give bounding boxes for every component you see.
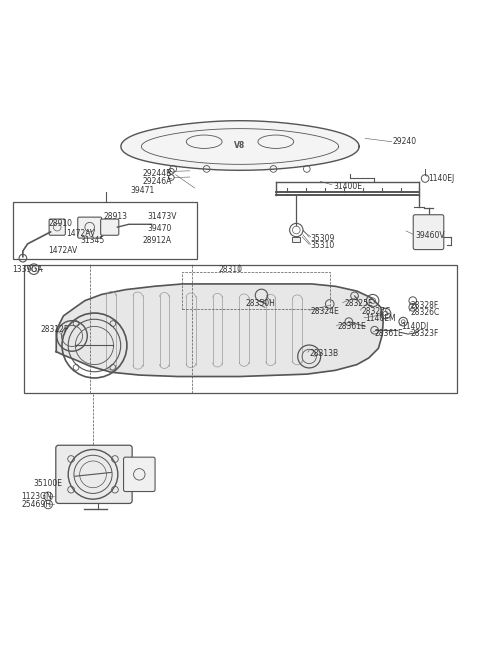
FancyBboxPatch shape — [49, 219, 65, 235]
Text: 28328F: 28328F — [411, 301, 439, 310]
FancyBboxPatch shape — [292, 237, 300, 243]
Text: 28350H: 28350H — [246, 299, 276, 308]
Polygon shape — [56, 284, 383, 377]
Text: 35310: 35310 — [311, 241, 335, 250]
Text: 1140EJ: 1140EJ — [429, 174, 455, 183]
Text: 28323F: 28323F — [411, 328, 439, 338]
Text: 31400E: 31400E — [333, 182, 362, 190]
Text: 1472AV: 1472AV — [48, 245, 77, 255]
Text: 25469H: 25469H — [22, 500, 51, 509]
Text: 1472AV: 1472AV — [66, 229, 95, 239]
Text: 28324E: 28324E — [311, 307, 339, 316]
Text: 1140DJ: 1140DJ — [401, 322, 429, 331]
Text: 35100E: 35100E — [34, 480, 63, 488]
FancyBboxPatch shape — [413, 215, 444, 250]
Text: 29246A: 29246A — [142, 177, 171, 186]
Text: 29240: 29240 — [393, 137, 417, 146]
FancyBboxPatch shape — [24, 265, 456, 393]
Text: 28325E: 28325E — [344, 299, 373, 308]
Text: 28327C: 28327C — [362, 307, 391, 316]
Text: 39470: 39470 — [147, 224, 171, 233]
Text: 29244B: 29244B — [142, 170, 171, 178]
Text: 39471: 39471 — [130, 186, 155, 195]
Text: 28912A: 28912A — [142, 237, 171, 245]
Text: 1123GN: 1123GN — [22, 492, 52, 500]
FancyBboxPatch shape — [56, 446, 132, 503]
Text: 28312F: 28312F — [40, 325, 69, 334]
Text: 28361E: 28361E — [338, 322, 367, 331]
FancyBboxPatch shape — [101, 219, 119, 235]
Text: 28361E: 28361E — [374, 328, 403, 338]
Text: 28913: 28913 — [104, 212, 128, 221]
Text: 1339GA: 1339GA — [12, 265, 42, 273]
Text: 39460V: 39460V — [416, 231, 445, 241]
Text: 28310: 28310 — [218, 265, 242, 273]
Text: 31345: 31345 — [80, 237, 104, 245]
Text: V8: V8 — [234, 141, 246, 149]
FancyBboxPatch shape — [13, 202, 197, 259]
Text: 28910: 28910 — [48, 219, 72, 228]
FancyBboxPatch shape — [123, 457, 155, 492]
FancyBboxPatch shape — [78, 217, 102, 238]
Text: 28326C: 28326C — [411, 308, 440, 317]
Text: 31473V: 31473V — [147, 212, 177, 221]
Text: 35309: 35309 — [311, 234, 335, 243]
Text: 1140EM: 1140EM — [365, 314, 396, 323]
Polygon shape — [121, 121, 359, 170]
Text: 28313B: 28313B — [309, 348, 338, 358]
